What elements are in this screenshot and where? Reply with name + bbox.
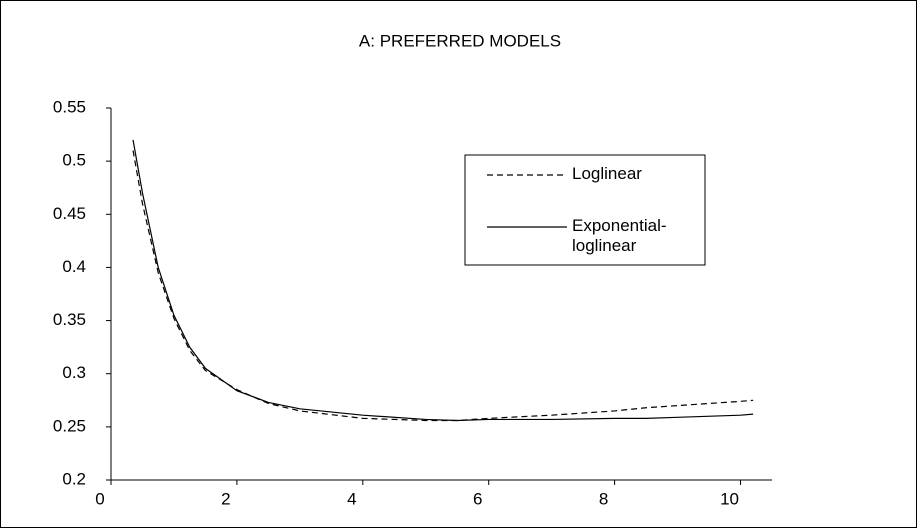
x-tick-label: 10 bbox=[720, 489, 739, 508]
x-tick-label: 6 bbox=[473, 489, 482, 508]
x-tick-label: 0 bbox=[95, 489, 104, 508]
series-line bbox=[132, 150, 754, 422]
legend-label: Exponential-loglinear bbox=[572, 216, 667, 255]
y-tick-label: 0.45 bbox=[53, 204, 86, 223]
y-tick-label: 0.2 bbox=[62, 469, 86, 488]
y-tick-label: 0.25 bbox=[53, 416, 86, 435]
x-tick-label: 2 bbox=[221, 489, 230, 508]
y-tick-label: 0.35 bbox=[53, 310, 86, 329]
legend-label-box: Loglinear bbox=[572, 164, 642, 183]
chart-title: A: PREFERRED MODELS bbox=[359, 31, 561, 50]
x-tick-label: 8 bbox=[599, 489, 608, 508]
y-tick-label: 0.4 bbox=[62, 257, 86, 276]
series-line bbox=[132, 139, 754, 422]
legend-box bbox=[464, 154, 706, 266]
y-tick-label: 0.5 bbox=[62, 151, 86, 170]
x-tick-label: 4 bbox=[347, 489, 356, 508]
y-tick-label: 0.55 bbox=[53, 97, 86, 116]
legend-label-box: Exponential-loglinear bbox=[572, 216, 667, 255]
y-tick-label: 0.3 bbox=[62, 363, 86, 382]
legend-label: Loglinear bbox=[572, 164, 642, 183]
